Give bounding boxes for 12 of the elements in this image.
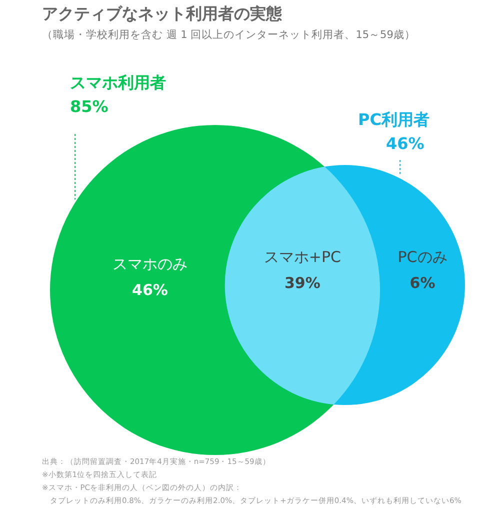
text: アクティブなネット利用者の実態 bbox=[42, 4, 282, 25]
text: 85% bbox=[70, 97, 108, 116]
text: スマホ利用者 bbox=[70, 73, 166, 92]
text: 46% bbox=[386, 134, 424, 154]
category-label: PCのみ bbox=[398, 248, 448, 266]
category-label: スマホのみ bbox=[112, 254, 188, 273]
data-label: 6% bbox=[410, 274, 436, 292]
data-label: 39% bbox=[284, 274, 320, 292]
category-label: スマホ+PC bbox=[264, 248, 341, 266]
text: （職場・学校利用を含む 週 1 回以上のインターネット利用者、15～59歳） bbox=[42, 28, 416, 42]
data-label: 46% bbox=[132, 280, 168, 299]
text: PC利用者 bbox=[358, 110, 430, 130]
